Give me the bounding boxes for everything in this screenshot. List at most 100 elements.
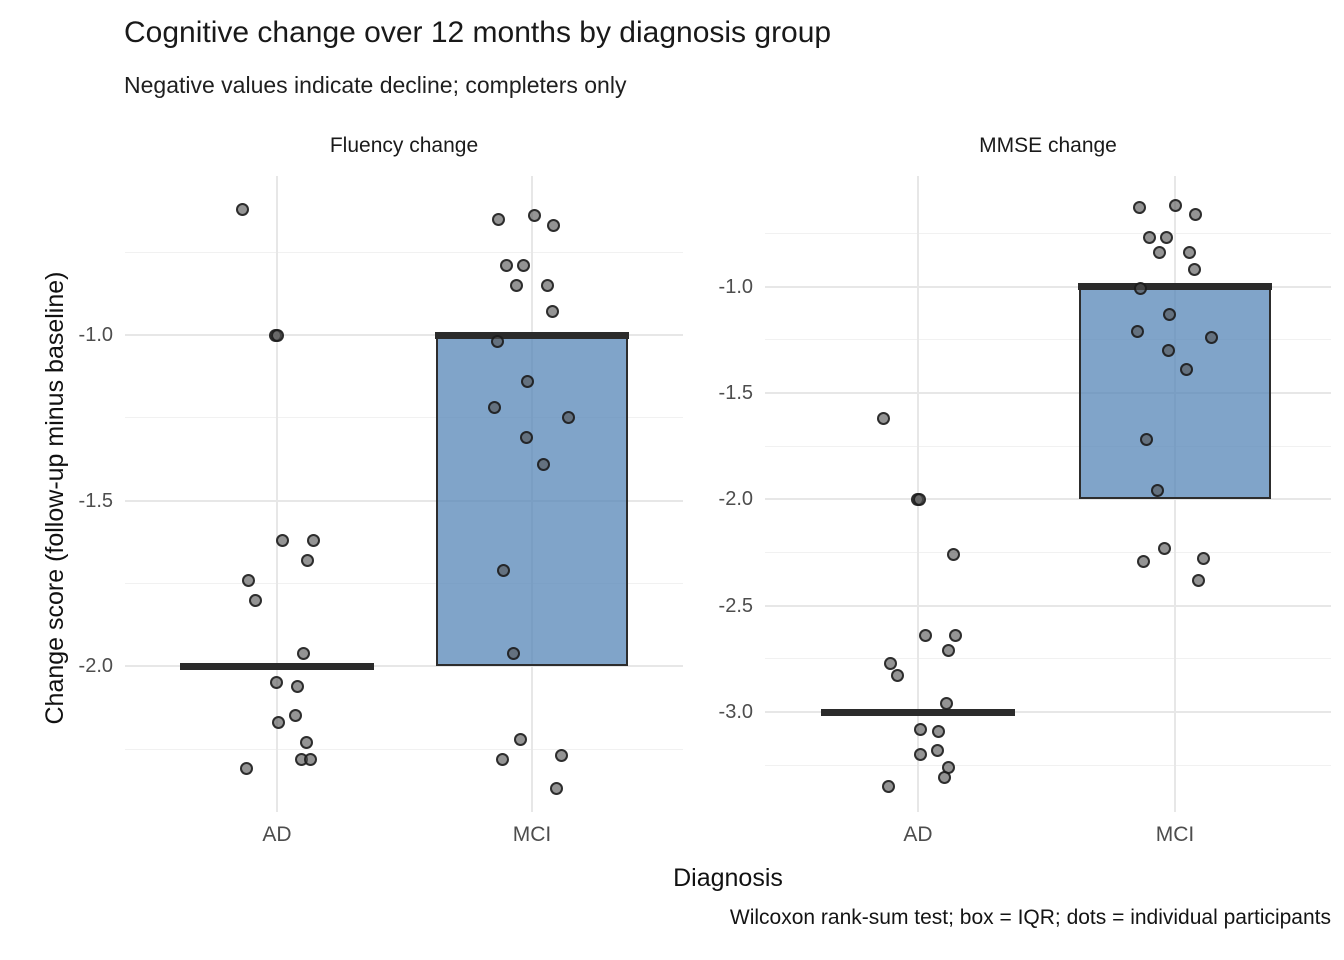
gridline-major	[765, 711, 1331, 714]
data-point	[1196, 552, 1210, 566]
gridline-major	[125, 334, 683, 336]
data-point	[520, 374, 534, 388]
data-point	[913, 722, 927, 736]
gridline-major	[765, 498, 1331, 501]
x-category-label: MCI	[512, 823, 552, 846]
data-point	[270, 328, 284, 342]
gridline-major	[765, 604, 1331, 607]
data-point	[513, 732, 527, 746]
data-point	[948, 628, 962, 642]
data-point	[930, 743, 944, 757]
gridline-minor	[765, 445, 1331, 447]
y-tick-label: -1.5	[78, 489, 113, 512]
gridline-minor	[765, 658, 1331, 660]
data-point	[506, 646, 520, 660]
x-category-label: AD	[903, 823, 933, 846]
data-point	[303, 752, 317, 766]
gridline-minor	[765, 764, 1331, 766]
data-point	[490, 335, 504, 349]
data-point	[545, 305, 559, 319]
data-point	[536, 457, 550, 471]
y-tick-label: -1.0	[78, 324, 113, 346]
plot-title: Cognitive change over 12 months by diagn…	[124, 16, 832, 49]
gridline-minor	[125, 582, 683, 584]
data-point	[1132, 201, 1146, 215]
data-point	[1182, 246, 1196, 260]
plot-subtitle: Negative values indicate decline; comple…	[124, 72, 627, 98]
gridline-major	[765, 285, 1331, 288]
data-point	[876, 411, 890, 425]
data-point	[561, 411, 575, 425]
data-point	[554, 749, 568, 763]
gridline-major	[125, 499, 683, 502]
gridline-major	[765, 391, 1331, 394]
data-point	[1161, 343, 1175, 357]
y-tick-label: -3.0	[718, 701, 753, 724]
median-line	[821, 708, 1015, 716]
data-point	[509, 278, 523, 292]
data-point	[296, 646, 310, 660]
data-point	[540, 278, 554, 292]
data-point	[1139, 433, 1153, 447]
data-point	[1142, 231, 1156, 245]
data-point	[299, 735, 313, 749]
data-point	[1133, 282, 1147, 296]
gridline-minor	[765, 339, 1331, 341]
x-category-label: MCI	[1155, 823, 1195, 846]
data-point	[275, 533, 289, 547]
data-point	[527, 209, 541, 223]
data-point	[1187, 263, 1201, 277]
data-point	[288, 709, 302, 723]
data-point	[1188, 207, 1202, 221]
gridline-major	[125, 665, 683, 668]
data-point	[1168, 199, 1182, 213]
data-point	[487, 401, 501, 415]
data-point	[939, 697, 953, 711]
data-point	[1191, 573, 1205, 587]
data-point	[1150, 484, 1164, 498]
data-point	[912, 492, 926, 506]
data-point	[495, 752, 509, 766]
facet-label: Fluency change	[329, 134, 479, 157]
median-line	[180, 662, 374, 670]
data-point	[1152, 246, 1166, 260]
data-point	[941, 643, 955, 657]
facet-label: MMSE change	[979, 134, 1117, 157]
y-tick-label: -1.5	[718, 381, 753, 404]
y-tick-label: -2.0	[78, 655, 113, 678]
data-point	[269, 676, 283, 690]
data-point	[883, 656, 897, 670]
median-line	[435, 331, 629, 339]
data-point	[1157, 541, 1171, 555]
data-point	[239, 762, 253, 776]
y-tick-label: -2.5	[718, 594, 753, 617]
data-point	[913, 748, 927, 762]
gridline-minor	[125, 417, 683, 419]
data-point	[881, 779, 895, 793]
gridline-minor	[125, 251, 683, 253]
y-tick-label: -2.0	[718, 488, 753, 511]
data-point	[271, 716, 285, 730]
data-point	[300, 553, 314, 567]
gridline-minor	[765, 551, 1331, 553]
data-point	[290, 679, 304, 693]
data-point	[1136, 554, 1150, 568]
data-point	[1204, 331, 1218, 345]
x-category-label: AD	[262, 823, 292, 846]
data-point	[241, 573, 255, 587]
gridline-minor	[125, 748, 683, 750]
data-point	[549, 782, 563, 796]
iqr-box	[1079, 286, 1271, 500]
data-point	[306, 533, 320, 547]
plot-caption: Wilcoxon rank-sum test; box = IQR; dots …	[729, 906, 1331, 929]
gridline-minor	[765, 232, 1331, 234]
data-point	[1162, 307, 1176, 321]
data-point	[937, 771, 951, 785]
data-point	[235, 202, 249, 216]
data-point	[546, 219, 560, 233]
data-point	[931, 724, 945, 738]
data-point	[499, 258, 513, 272]
x-axis-title: Diagnosis	[673, 864, 783, 892]
